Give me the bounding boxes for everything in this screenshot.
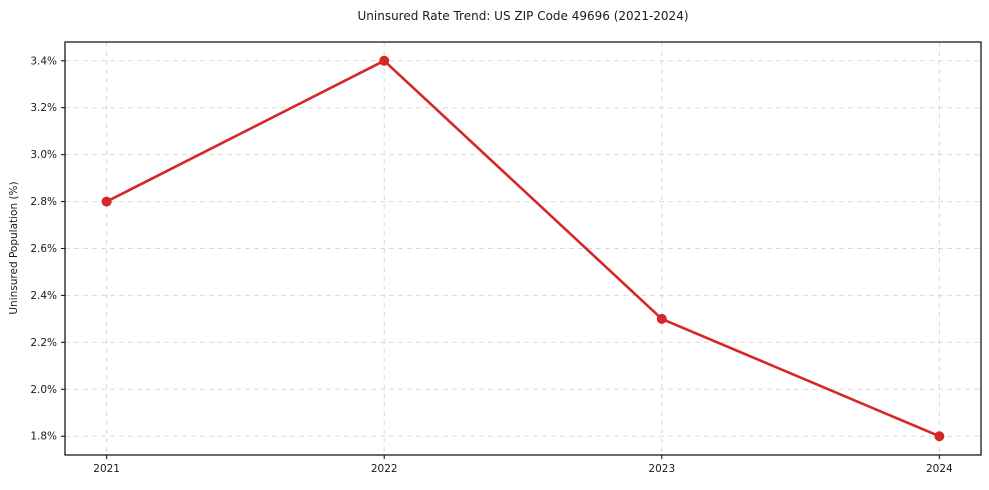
y-tick-label: 2.6% [30, 243, 57, 255]
y-tick-label: 2.8% [30, 196, 57, 208]
data-point-marker [101, 196, 112, 207]
data-point-marker [656, 313, 667, 324]
y-tick-label: 3.4% [30, 55, 57, 67]
y-tick-label: 1.8% [30, 431, 57, 443]
data-point-marker [934, 431, 945, 442]
y-tick-label: 3.0% [30, 149, 57, 161]
chart-title: Uninsured Rate Trend: US ZIP Code 49696 … [357, 9, 689, 23]
y-tick-label: 3.2% [30, 102, 57, 114]
y-tick-label: 2.4% [30, 290, 57, 302]
data-point-marker [379, 55, 390, 66]
trend-line [105, 59, 941, 438]
y-tick-label: 2.2% [30, 337, 57, 349]
y-tick-label: 2.0% [30, 384, 57, 396]
x-tick-label: 2023 [648, 463, 675, 475]
x-tick-label: 2022 [371, 463, 398, 475]
x-tick-label: 2024 [926, 463, 953, 475]
x-tick-label: 2021 [93, 463, 120, 475]
